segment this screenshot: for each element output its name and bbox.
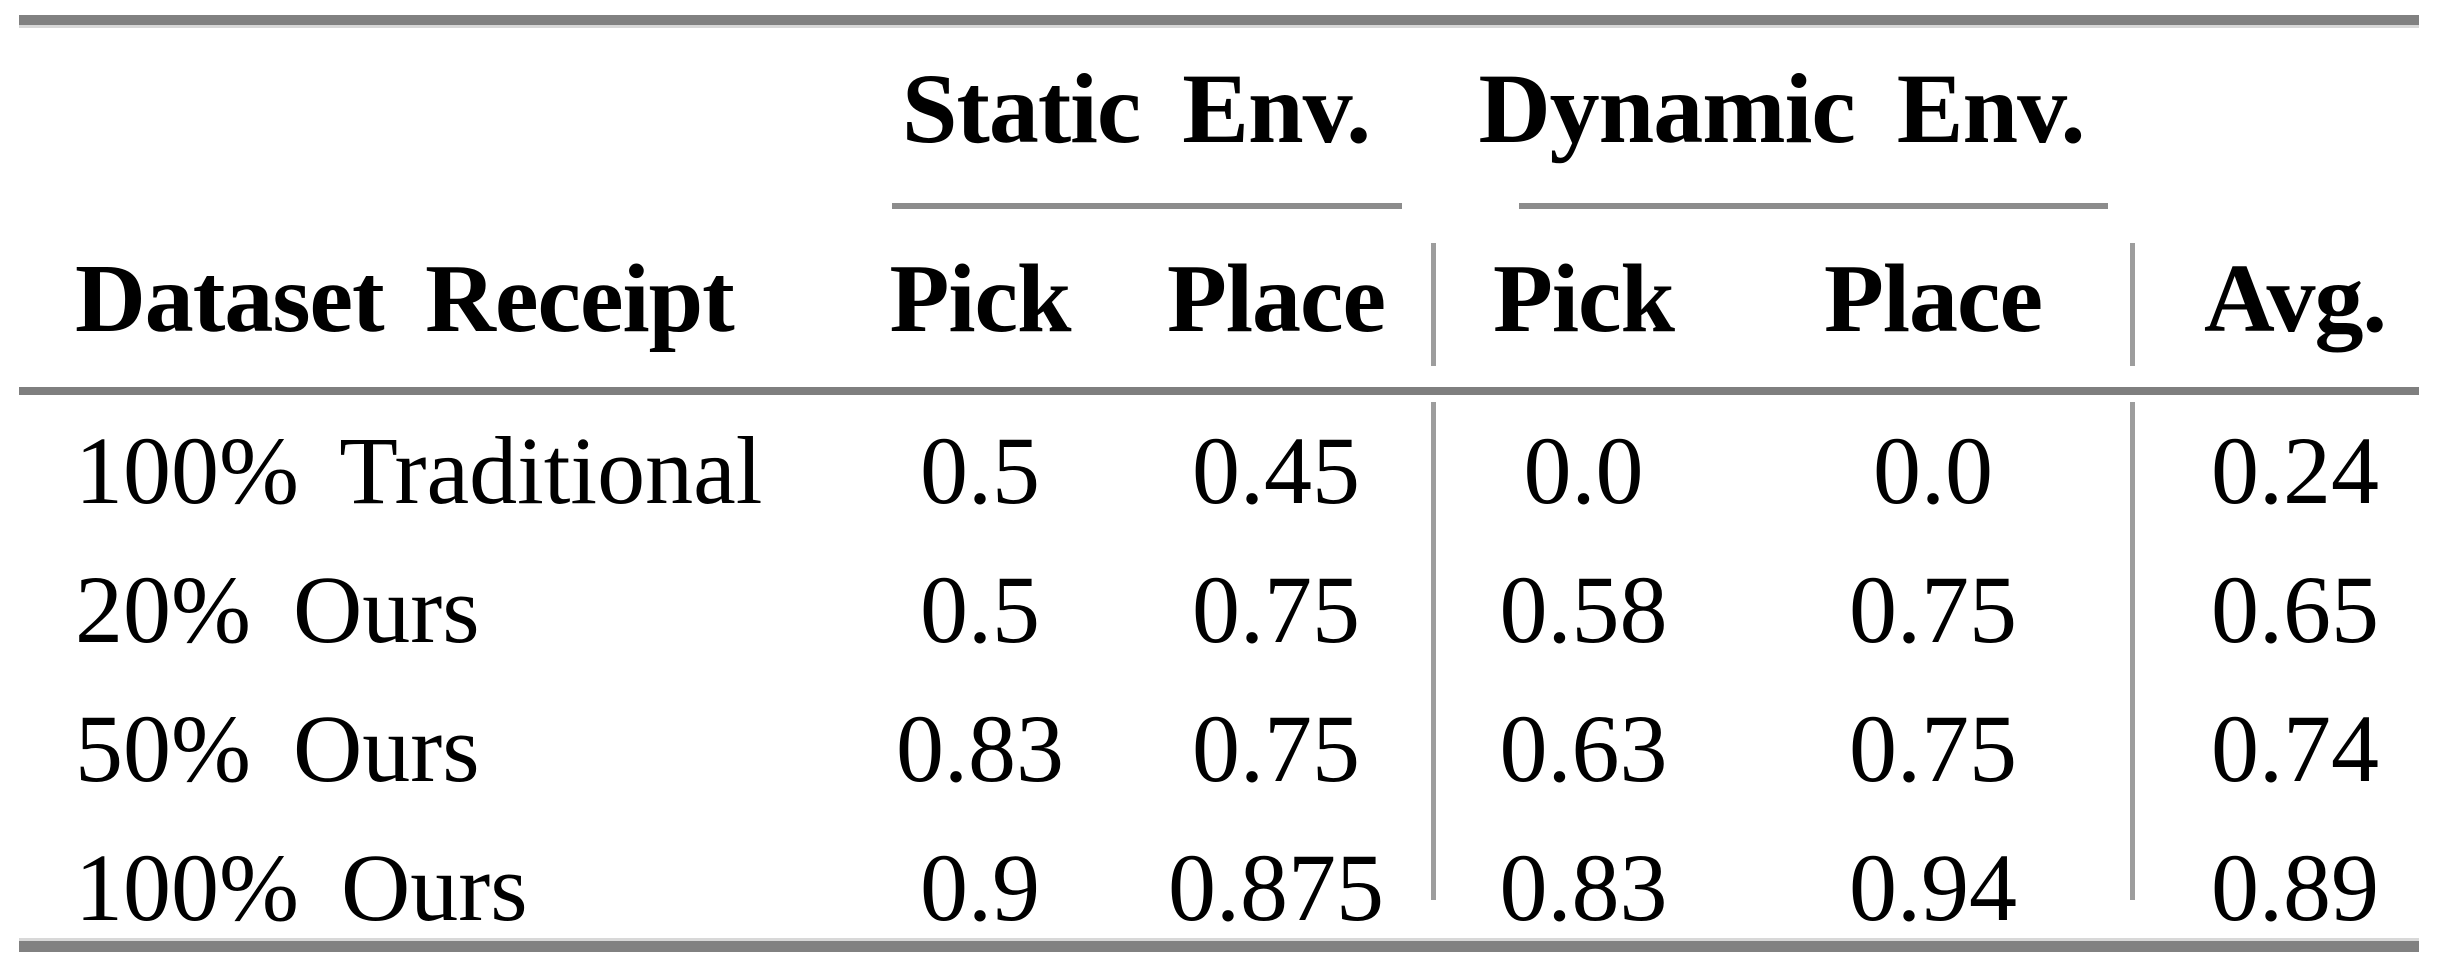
column-group-dynamic-env: Dynamic Env.	[1432, 25, 2131, 211]
results-table: Static Env. Dynamic Env. Dataset Receipt…	[19, 25, 2420, 951]
value-cell: 0.5	[920, 416, 1040, 524]
value-cell: 0.75	[1192, 694, 1360, 802]
table-row: 100% Ours 0.9 0.875 0.83 0.94 0.89	[19, 812, 2419, 951]
value-cell: 0.875	[1168, 833, 1384, 941]
cmidrule-dynamic	[1519, 203, 2109, 209]
value-cell: 0.5	[920, 555, 1040, 663]
row-label: 20% Ours	[75, 555, 480, 663]
vertical-divider	[1431, 243, 1436, 366]
value-cell: 0.94	[1849, 833, 2017, 941]
col-header-dynamic-place: Place	[1735, 211, 2132, 395]
col-header-static-pick: Pick	[840, 211, 1120, 395]
table-row: 50% Ours 0.83 0.75 0.63 0.75 0.74	[19, 673, 2419, 812]
row-label: 50% Ours	[75, 694, 480, 802]
column-group-static-env: Static Env.	[840, 25, 1432, 211]
table-bottom-rule	[19, 938, 2419, 952]
column-group-row: Static Env. Dynamic Env.	[19, 25, 2419, 211]
value-cell: 0.63	[1499, 694, 1668, 802]
table-top-rule	[19, 15, 2419, 28]
vertical-divider	[2130, 243, 2135, 366]
table-row: 100% Traditional 0.5 0.45 0.0 0.0 0.24	[19, 391, 2419, 534]
value-cell: 0.65	[2211, 555, 2380, 663]
column-header-row: Dataset Receipt Pick Place Pick Place Av…	[19, 211, 2420, 395]
value-cell: 0.89	[2211, 833, 2380, 941]
static-env-group-label: Static Env.	[901, 53, 1371, 164]
value-cell: 0.58	[1499, 555, 1668, 663]
value-cell: 0.0	[1873, 416, 1993, 524]
value-cell: 0.45	[1192, 416, 1360, 524]
value-cell: 0.0	[1523, 416, 1644, 524]
row-label: 100% Ours	[75, 833, 528, 941]
col-header-dynamic-pick: Pick	[1432, 211, 1735, 395]
vertical-divider	[2130, 402, 2135, 900]
value-cell: 0.9	[920, 833, 1040, 941]
row-label: 100% Traditional	[75, 416, 763, 524]
table-row: 20% Ours 0.5 0.75 0.58 0.75 0.65	[19, 534, 2419, 673]
value-cell: 0.75	[1849, 555, 2017, 663]
col-header-static-place: Place	[1120, 211, 1432, 395]
vertical-divider	[1431, 402, 1436, 900]
col-header-avg: Avg.	[2131, 211, 2420, 395]
group-row-spacer	[19, 25, 840, 211]
col-header-dataset-receipt: Dataset Receipt	[19, 211, 840, 395]
cmidrule-static	[892, 203, 1402, 209]
value-cell: 0.74	[2211, 694, 2380, 802]
value-cell: 0.75	[1849, 694, 2017, 802]
group-row-spacer	[2131, 25, 2419, 211]
value-cell: 0.24	[2211, 416, 2380, 524]
value-cell: 0.83	[1499, 833, 1668, 941]
value-cell: 0.83	[896, 694, 1064, 802]
dynamic-env-group-label: Dynamic Env.	[1478, 53, 2085, 164]
value-cell: 0.75	[1192, 555, 1360, 663]
